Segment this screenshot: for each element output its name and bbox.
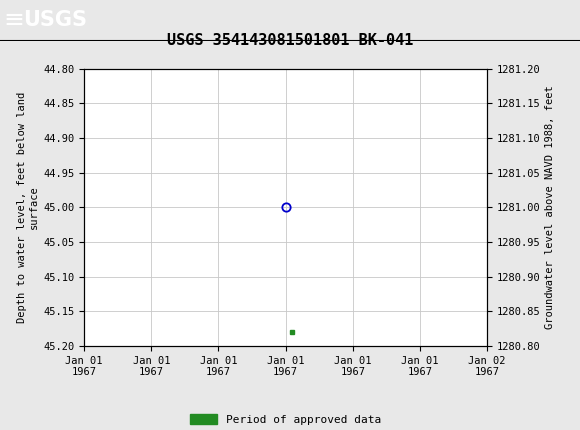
Text: ≡: ≡ — [3, 9, 24, 32]
Text: USGS 354143081501801 BK-041: USGS 354143081501801 BK-041 — [167, 34, 413, 48]
Text: USGS: USGS — [23, 10, 87, 31]
Y-axis label: Depth to water level, feet below land
surface: Depth to water level, feet below land su… — [17, 92, 39, 323]
Y-axis label: Groundwater level above NAVD 1988, feet: Groundwater level above NAVD 1988, feet — [545, 86, 555, 329]
Legend: Period of approved data: Period of approved data — [185, 410, 386, 429]
